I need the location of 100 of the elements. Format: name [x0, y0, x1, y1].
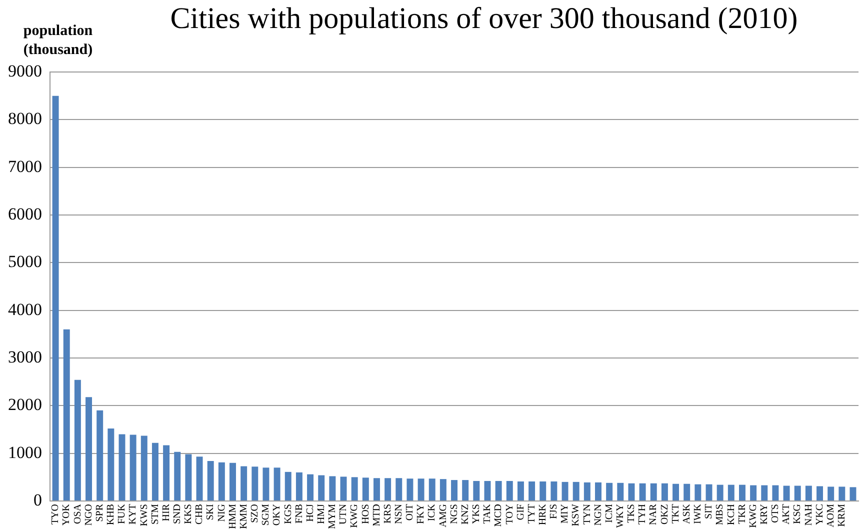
bar: [185, 454, 192, 500]
x-tick-label: NIG: [216, 504, 228, 522]
x-tick-label: TKT: [670, 504, 682, 524]
bar: [451, 480, 458, 500]
x-tick-label: KSG: [792, 504, 804, 524]
bar: [96, 410, 104, 500]
x-tick-label: OSA: [72, 503, 84, 524]
x-tick-label: ICM: [604, 504, 615, 523]
x-tick-label: KRY: [759, 504, 770, 525]
y-tick-label: 4000: [8, 300, 42, 319]
bar: [584, 482, 590, 500]
x-tick-label: KRS: [382, 504, 394, 524]
y-axis-title: population (thousand): [22, 22, 94, 60]
x-tick-label: OKY: [272, 504, 283, 526]
x-tick-label: AMG: [438, 504, 449, 528]
bar: [351, 477, 358, 500]
x-tick-label: CHB: [194, 504, 206, 525]
chart-title: Cities with populations of over 300 thousand (2010): [169, 2, 799, 36]
bar: [838, 486, 846, 500]
bar: [196, 456, 203, 500]
bar: [52, 96, 59, 500]
bar: [284, 472, 292, 500]
x-tick-label: YKS: [471, 504, 482, 524]
bar: [296, 472, 302, 500]
y-tick-label: 6000: [8, 204, 42, 224]
y-tick-label: 3000: [8, 347, 42, 366]
bar: [174, 452, 181, 500]
x-tick-label: KCH: [726, 504, 737, 526]
bar: [506, 480, 513, 500]
x-tick-label: SND: [172, 504, 183, 524]
x-tick-label: TYT: [526, 504, 538, 524]
x-tick-label: STM: [150, 504, 161, 525]
bar: [396, 478, 402, 500]
y-tick-label: 2000: [8, 395, 42, 414]
bar: [362, 478, 369, 500]
x-tick-label: ASK: [681, 503, 692, 524]
bar: [617, 482, 624, 500]
x-tick-label: AOM: [825, 504, 836, 528]
bar: [650, 483, 657, 500]
x-tick-label: HMM: [227, 504, 238, 530]
x-tick-label: YOK: [61, 503, 72, 526]
bar: [329, 476, 336, 500]
x-tick-label: KNZ: [460, 504, 471, 525]
bar: [473, 480, 480, 500]
bar: [528, 481, 536, 500]
bar: [140, 436, 148, 500]
x-tick-label: MIY: [560, 504, 571, 524]
bar: [163, 445, 170, 500]
x-tick-label: KWS: [138, 504, 150, 526]
bar: [307, 474, 314, 500]
x-tick-label: MBS: [714, 504, 726, 526]
x-tick-label: TAK: [482, 503, 494, 524]
x-tick-label: YKC: [814, 504, 826, 526]
bar: [517, 481, 524, 500]
bar: [728, 484, 734, 500]
x-tick-label: TKS: [626, 504, 638, 523]
bar: [772, 485, 779, 500]
x-tick-label: KSW: [570, 503, 582, 526]
x-tick-label: KHB: [106, 504, 117, 526]
x-tick-label: NGS: [448, 504, 460, 524]
x-tick-label: GIF: [515, 504, 526, 520]
bar: [207, 460, 214, 500]
x-tick-label: MYM: [327, 504, 338, 530]
bar: [550, 481, 558, 500]
bar: [440, 479, 446, 500]
x-tick-label: TYO: [50, 504, 62, 525]
bar: [694, 484, 702, 500]
x-tick-label: HIR: [160, 504, 172, 522]
bar: [240, 466, 248, 500]
x-tick-label: TYH: [637, 504, 648, 525]
y-tick-label: 5000: [8, 252, 42, 272]
bar: [738, 484, 746, 500]
x-tick-label: MCD: [493, 504, 504, 527]
y-tick-label: 9000: [8, 61, 42, 80]
bar: [716, 484, 724, 500]
x-tick-label: TOY: [504, 504, 516, 524]
y-tick-label: 7000: [8, 156, 42, 176]
x-tick-label: HOS: [360, 504, 372, 524]
x-tick-label: KYT: [128, 504, 139, 525]
bar: [406, 478, 414, 500]
x-tick-label: SKI: [205, 504, 216, 520]
y-tick-label: 8000: [8, 109, 42, 128]
x-tick-label: NGO: [83, 504, 94, 526]
x-tick-label: NGN: [592, 504, 604, 526]
x-tick-label: UTN: [338, 504, 350, 525]
x-tick-label: OTS: [770, 504, 782, 523]
bar: [595, 482, 602, 500]
bar: [108, 428, 114, 500]
x-tick-label: AKT: [781, 504, 792, 525]
bar: [794, 486, 801, 500]
x-tick-label: KMM: [238, 504, 250, 530]
x-tick-label: MTD: [371, 504, 382, 526]
x-tick-label: NAR: [648, 504, 660, 526]
x-tick-label: FNB: [294, 504, 305, 524]
bar: [428, 478, 436, 500]
x-tick-label: FUK: [116, 503, 128, 524]
x-tick-label: OKZ: [659, 504, 670, 525]
bar: [495, 480, 502, 500]
bar: [462, 480, 469, 500]
bar: [230, 462, 236, 500]
